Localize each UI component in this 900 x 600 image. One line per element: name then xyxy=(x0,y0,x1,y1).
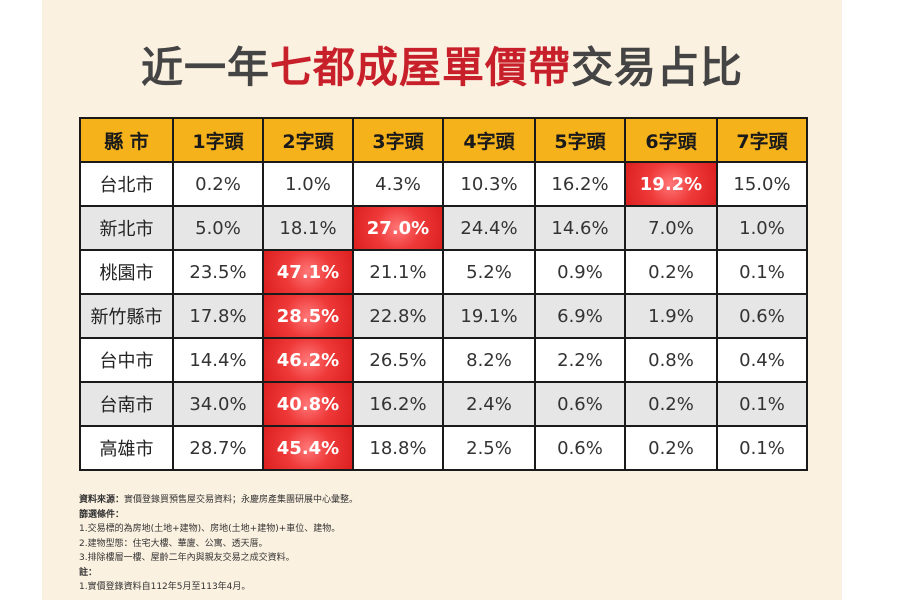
value-cell: 2.4% xyxy=(442,381,536,427)
table-row: 台北市 0.2% 1.0% 4.3% 10.3% 16.2% 19.2% 15.0% xyxy=(79,161,808,207)
infographic-card: 近一年七都成屋單價帶交易占比 縣 市 1字頭 2字頭 3字頭 4字頭 5字頭 6… xyxy=(42,0,842,600)
value-cell: 0.2% xyxy=(624,249,718,295)
value-cell: 21.1% xyxy=(352,249,444,295)
note-line: 1.實價登錄資料自112年5月至113年4月。 xyxy=(79,582,251,592)
value-cell: 1.0% xyxy=(716,205,808,251)
value-cell: 0.2% xyxy=(172,161,264,207)
value-cell: 17.8% xyxy=(172,293,264,339)
table-row: 台中市 14.4% 46.2% 26.5% 8.2% 2.2% 0.8% 0.4% xyxy=(79,337,808,383)
value-cell: 0.2% xyxy=(624,381,718,427)
value-cell: 10.3% xyxy=(442,161,536,207)
filter-line: 1.交易標的為房地(土地+建物)、房地(土地+建物)+車位、建物。 xyxy=(79,524,341,534)
value-cell: 0.6% xyxy=(534,425,626,471)
source-label: 資料來源： xyxy=(79,495,125,505)
header-band-7: 7字頭 xyxy=(716,117,808,163)
value-cell: 23.5% xyxy=(172,249,264,295)
value-cell: 22.8% xyxy=(352,293,444,339)
value-cell: 8.2% xyxy=(442,337,536,383)
value-cell: 0.2% xyxy=(624,425,718,471)
table-row: 高雄市 28.7% 45.4% 18.8% 2.5% 0.6% 0.2% 0.1% xyxy=(79,425,808,471)
city-cell: 高雄市 xyxy=(79,425,174,471)
city-cell: 台南市 xyxy=(79,381,174,427)
value-cell: 1.0% xyxy=(262,161,354,207)
value-cell: 0.1% xyxy=(716,425,808,471)
highlight-value-cell: 27.0% xyxy=(352,205,444,251)
highlight-value-cell: 46.2% xyxy=(262,337,354,383)
table-row: 新北市 5.0% 18.1% 27.0% 24.4% 14.6% 7.0% 1.0% xyxy=(79,205,808,251)
table-row: 桃園市 23.5% 47.1% 21.1% 5.2% 0.9% 0.2% 0.1% xyxy=(79,249,808,295)
value-cell: 0.1% xyxy=(716,249,808,295)
value-cell: 0.9% xyxy=(534,249,626,295)
value-cell: 16.2% xyxy=(352,381,444,427)
title-part-2: 交易占比 xyxy=(571,43,744,92)
header-band-1: 1字頭 xyxy=(172,117,264,163)
highlight-value-cell: 45.4% xyxy=(262,425,354,471)
value-cell: 7.0% xyxy=(624,205,718,251)
value-cell: 14.6% xyxy=(534,205,626,251)
header-band-4: 4字頭 xyxy=(442,117,536,163)
source-line: 資料來源：實價登錄買預售屋交易資料；永慶房產集團研展中心彙整。 xyxy=(79,493,819,508)
filter-label: 篩選條件： xyxy=(79,509,125,520)
value-cell: 16.2% xyxy=(534,161,626,207)
value-cell: 14.4% xyxy=(172,337,264,383)
city-cell: 新北市 xyxy=(79,205,174,251)
table-header-row: 縣 市 1字頭 2字頭 3字頭 4字頭 5字頭 6字頭 7字頭 xyxy=(79,117,808,163)
filter-line: 3.排除樓層一樓、屋齡二年內與親友交易之成交資料。 xyxy=(79,553,295,563)
value-cell: 26.5% xyxy=(352,337,444,383)
value-cell: 2.5% xyxy=(442,425,536,471)
city-cell: 新竹縣市 xyxy=(79,293,174,339)
value-cell: 0.6% xyxy=(716,293,808,339)
value-cell: 28.7% xyxy=(172,425,264,471)
highlight-value-cell: 19.2% xyxy=(624,161,718,207)
value-cell: 18.1% xyxy=(262,205,354,251)
value-cell: 5.0% xyxy=(172,205,264,251)
header-band-5: 5字頭 xyxy=(534,117,626,163)
header-band-6: 6字頭 xyxy=(624,117,718,163)
value-cell: 24.4% xyxy=(442,205,536,251)
note-label: 註： xyxy=(79,567,98,578)
value-cell: 2.2% xyxy=(534,337,626,383)
value-cell: 18.8% xyxy=(352,425,444,471)
highlight-value-cell: 28.5% xyxy=(262,293,354,339)
title-highlight: 七都成屋單價帶 xyxy=(269,43,571,92)
filter-line: 2.建物型態：住宅大樓、華廈、公寓、透天厝。 xyxy=(79,538,268,549)
table-row: 台南市 34.0% 40.8% 16.2% 2.4% 0.6% 0.2% 0.1% xyxy=(79,381,808,427)
page-title: 近一年七都成屋單價帶交易占比 xyxy=(42,34,842,95)
value-cell: 6.9% xyxy=(534,293,626,339)
value-cell: 19.1% xyxy=(442,293,536,339)
value-cell: 1.9% xyxy=(624,293,718,339)
value-cell: 0.1% xyxy=(716,381,808,427)
header-band-2: 2字頭 xyxy=(262,117,354,163)
price-share-table: 縣 市 1字頭 2字頭 3字頭 4字頭 5字頭 6字頭 7字頭 台北市 0.2% 1… xyxy=(79,117,808,471)
value-cell: 5.2% xyxy=(442,249,536,295)
source-text: 實價登錄買預售屋交易資料；永慶房產集團研展中心彙整。 xyxy=(124,495,359,505)
value-cell: 0.4% xyxy=(716,337,808,383)
city-cell: 台中市 xyxy=(79,337,174,383)
city-cell: 台北市 xyxy=(79,161,174,207)
city-cell: 桃園市 xyxy=(79,249,174,295)
table-row: 新竹縣市 17.8% 28.5% 22.8% 19.1% 6.9% 1.9% 0.6% xyxy=(79,293,808,339)
value-cell: 0.6% xyxy=(534,381,626,427)
value-cell: 34.0% xyxy=(172,381,264,427)
highlight-value-cell: 47.1% xyxy=(262,249,354,295)
value-cell: 4.3% xyxy=(352,161,444,207)
header-city: 縣 市 xyxy=(79,117,174,163)
value-cell: 15.0% xyxy=(716,161,808,207)
header-band-3: 3字頭 xyxy=(352,117,444,163)
footnotes: 資料來源：實價登錄買預售屋交易資料；永慶房產集團研展中心彙整。 篩選條件： 1.… xyxy=(79,493,819,595)
value-cell: 0.8% xyxy=(624,337,718,383)
highlight-value-cell: 40.8% xyxy=(262,381,354,427)
title-part-1: 近一年 xyxy=(140,43,270,92)
